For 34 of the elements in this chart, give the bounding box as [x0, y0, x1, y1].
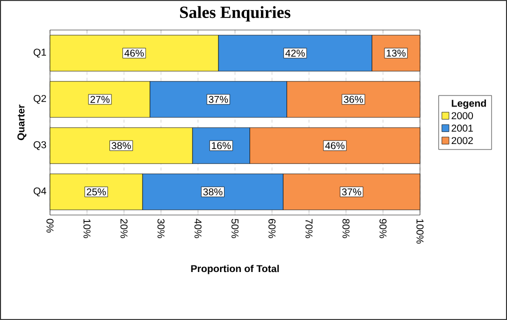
x-axis-title: Proportion of Total	[191, 264, 279, 274]
y-tick-label: Q1	[34, 48, 46, 58]
x-tick-label: 70%	[305, 219, 313, 238]
legend-title: Legend	[452, 99, 486, 109]
data-label: 27%	[90, 96, 110, 103]
y-tick-label: Q2	[34, 94, 46, 104]
x-tick-label: 50%	[231, 218, 239, 238]
data-label: 38%	[203, 188, 222, 196]
chart-title: Sales Enquiries	[180, 6, 290, 22]
data-label: 38%	[112, 142, 131, 150]
x-tick-label: 40%	[194, 218, 202, 238]
x-tick-label: 60%	[268, 219, 276, 238]
x-tick-label: 10%	[83, 219, 91, 238]
data-label: 37%	[208, 96, 228, 103]
legend-label: 2001	[452, 124, 473, 132]
legend-label: 2002	[452, 137, 473, 144]
data-label: 46%	[325, 142, 345, 150]
x-tick-label: 20%	[120, 219, 128, 238]
data-label: 42%	[285, 50, 305, 57]
y-tick-label: Q3	[34, 141, 46, 150]
legend-label: 2000	[452, 112, 473, 120]
data-label: 37%	[342, 188, 362, 196]
data-label: 16%	[212, 142, 231, 150]
y-tick-label: Q4	[34, 187, 46, 196]
x-tick-label: 30%	[157, 218, 165, 238]
data-label: 13%	[386, 50, 406, 57]
y-axis-title: Quarter	[17, 104, 26, 140]
data-label: 36%	[344, 96, 364, 103]
x-tick-label: 0%	[46, 218, 54, 233]
data-label: 25%	[86, 188, 106, 196]
data-label: 46%	[124, 50, 144, 57]
x-tick-label: 80%	[342, 218, 350, 238]
x-tick-label: 100%	[416, 219, 424, 244]
x-tick-label: 90%	[379, 218, 387, 238]
